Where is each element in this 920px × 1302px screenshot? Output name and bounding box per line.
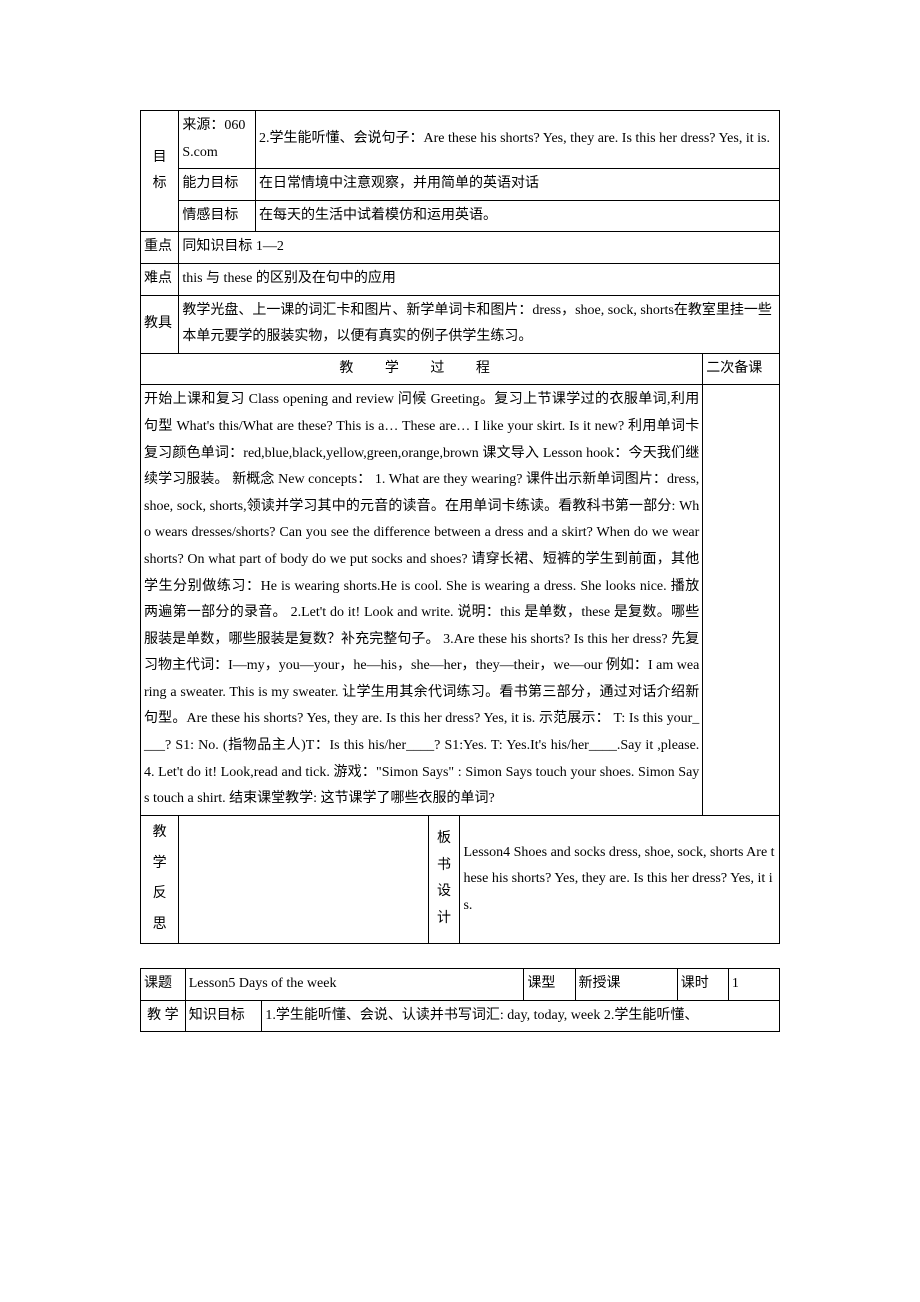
table-row: 难点 this 与 these 的区别及在句中的应用	[141, 263, 780, 295]
difficulties-content: this 与 these 的区别及在句中的应用	[179, 263, 780, 295]
table-row: 教具 教学光盘、上一课的词汇卡和图片、新学单词卡和图片：dress，shoe, …	[141, 295, 780, 353]
emotion-objective-content: 在每天的生活中试着模仿和运用英语。	[256, 200, 780, 232]
knowledge-objective-content: 2.学生能听懂、会说句子：Are these his shorts? Yes, …	[256, 111, 780, 169]
teaching-process-content: 开始上课和复习 Class opening and review 问候 Gree…	[141, 385, 703, 816]
table-row: 情感目标 在每天的生活中试着模仿和运用英语。	[141, 200, 780, 232]
teaching-aids-label: 教具	[141, 295, 179, 353]
table-row: 教 学 过 程 二次备课	[141, 353, 780, 385]
reflection-label: 教学反思	[141, 815, 179, 943]
lesson-title-label: 课题	[141, 969, 186, 1001]
board-design-label: 板书设计	[428, 815, 460, 943]
table-row: 能力目标 在日常情境中注意观察，并用简单的英语对话	[141, 169, 780, 201]
lesson-title-content: Lesson5 Days of the week	[185, 969, 524, 1001]
ability-objective-content: 在日常情境中注意观察，并用简单的英语对话	[256, 169, 780, 201]
lesson-plan-table-2: 课题 Lesson5 Days of the week 课型 新授课 课时 1 …	[140, 968, 780, 1032]
process-header: 教 学 过 程	[141, 353, 703, 385]
difficulties-label: 难点	[141, 263, 179, 295]
class-hours-content: 1	[728, 969, 779, 1001]
emotion-objective-label: 情感目标	[179, 200, 256, 232]
table-row: 教 学 知识目标 1.学生能听懂、会说、认读并书写词汇: day, today,…	[141, 1000, 780, 1032]
table-row: 开始上课和复习 Class opening and review 问候 Gree…	[141, 385, 780, 816]
lesson-type-content: 新授课	[575, 969, 677, 1001]
lesson-type-label: 课型	[524, 969, 575, 1001]
key-points-label: 重点	[141, 232, 179, 264]
source-label: 来源：060S.com	[179, 111, 256, 169]
lesson-plan-table-1: 目 标 来源：060S.com 2.学生能听懂、会说句子：Are these h…	[140, 110, 780, 944]
knowledge-objective-content-2: 1.学生能听懂、会说、认读并书写词汇: day, today, week 2.学…	[262, 1000, 780, 1032]
table-row: 目 标 来源：060S.com 2.学生能听懂、会说句子：Are these h…	[141, 111, 780, 169]
board-design-content: Lesson4 Shoes and socks dress, shoe, soc…	[460, 815, 780, 943]
reflection-content	[179, 815, 428, 943]
key-points-content: 同知识目标 1—2	[179, 232, 780, 264]
table-row: 重点 同知识目标 1—2	[141, 232, 780, 264]
teaching-label: 教 学	[141, 1000, 186, 1032]
teaching-aids-content: 教学光盘、上一课的词汇卡和图片、新学单词卡和图片：dress，shoe, soc…	[179, 295, 780, 353]
class-hours-label: 课时	[677, 969, 728, 1001]
knowledge-objective-label-2: 知识目标	[185, 1000, 262, 1032]
secondary-prep-header: 二次备课	[703, 353, 780, 385]
secondary-prep-content	[703, 385, 780, 816]
objective-label: 目 标	[141, 111, 179, 232]
ability-objective-label: 能力目标	[179, 169, 256, 201]
table-row: 教学反思 板书设计 Lesson4 Shoes and socks dress,…	[141, 815, 780, 943]
table-row: 课题 Lesson5 Days of the week 课型 新授课 课时 1	[141, 969, 780, 1001]
